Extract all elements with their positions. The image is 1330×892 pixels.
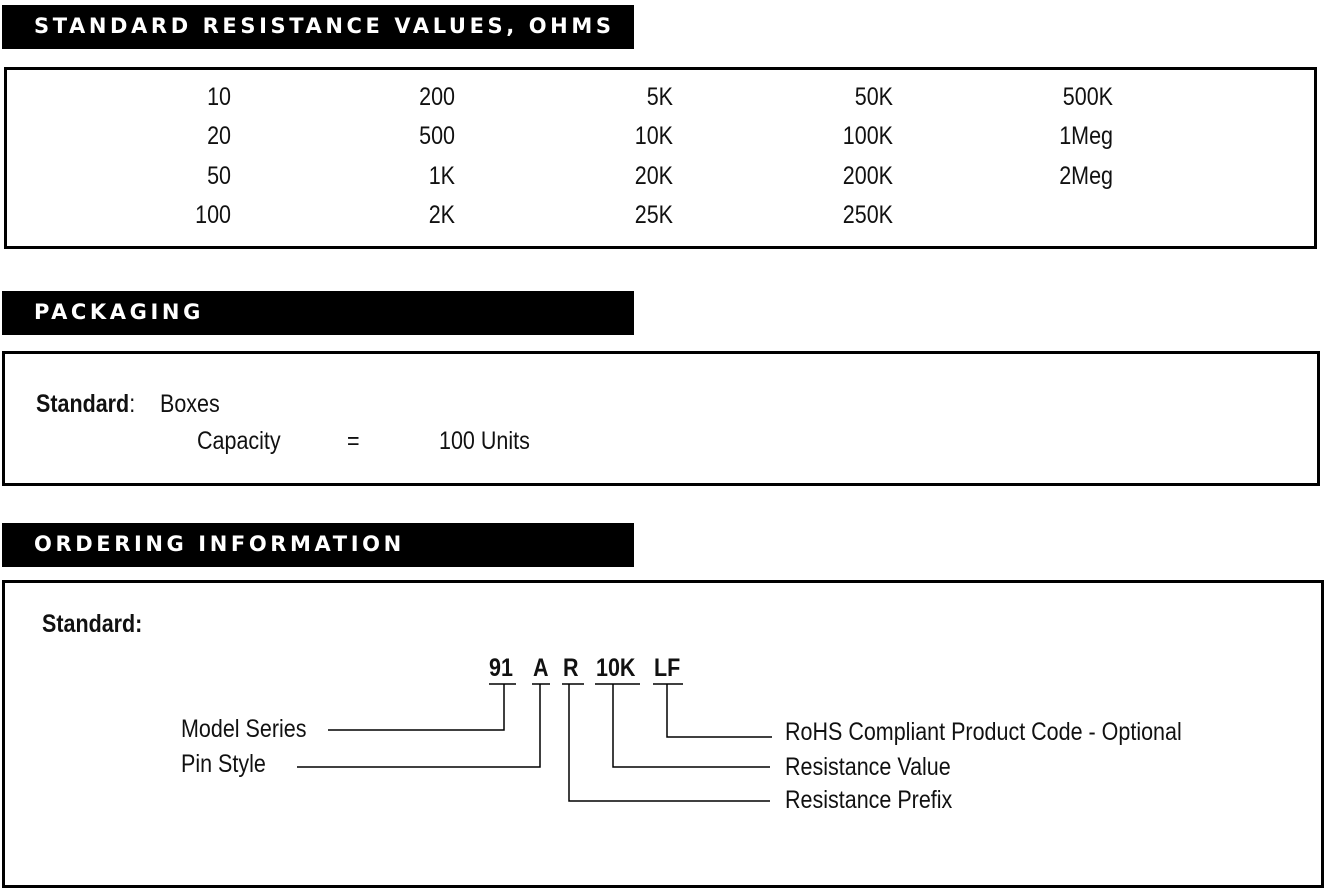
colon: :: [129, 390, 136, 418]
packaging-header: PACKAGING: [2, 291, 634, 335]
capacity-value: 100 Units: [439, 427, 530, 455]
resistance-value-cell: 500K: [1062, 83, 1113, 111]
label-model-series: Model Series: [181, 715, 307, 743]
resistance-value-cell: 20: [207, 122, 231, 150]
resistance-value-cell: 50K: [854, 83, 893, 111]
code-part-rohs: LF: [654, 654, 681, 682]
packaging-title: PACKAGING: [34, 300, 204, 324]
resistance-value-cell: 1Meg: [1059, 122, 1113, 150]
resistance-value-cell: 5K: [646, 83, 673, 111]
resistance-value-cell: 200: [419, 83, 455, 111]
resistance-value-cell: 2Meg: [1059, 162, 1113, 190]
resistance-value-cell: 10K: [634, 122, 673, 150]
resistance-value-cell: 100: [195, 201, 231, 229]
code-part-prefix: R: [563, 654, 579, 682]
resistance-values-table: [4, 67, 1317, 249]
resistance-value-cell: 500: [419, 122, 455, 150]
resistance-value-cell: 20K: [634, 162, 673, 190]
packaging-box: [2, 351, 1320, 486]
resistance-header: STANDARD RESISTANCE VALUES, OHMS: [2, 5, 634, 49]
packaging-standard-value: Boxes: [160, 390, 220, 418]
capacity-equals: =: [347, 427, 360, 455]
label-rohs: RoHS Compliant Product Code - Optional: [785, 718, 1182, 746]
label-resistance-prefix: Resistance Prefix: [785, 786, 953, 814]
resistance-value-cell: 50: [207, 162, 231, 190]
standard-label: Standard: [36, 390, 130, 418]
code-part-pin: A: [533, 654, 549, 682]
resistance-title: STANDARD RESISTANCE VALUES, OHMS: [34, 14, 615, 38]
resistance-value-cell: 25K: [634, 201, 673, 229]
resistance-value-cell: 2K: [428, 201, 455, 229]
resistance-value-cell: 200K: [842, 162, 893, 190]
ordering-box: [2, 580, 1324, 888]
resistance-value-cell: 1K: [428, 162, 455, 190]
code-part-model: 91: [489, 654, 513, 682]
label-pin-style: Pin Style: [181, 750, 266, 778]
resistance-value-cell: 10: [207, 83, 231, 111]
code-part-value: 10K: [596, 654, 636, 682]
resistance-value-cell: 250K: [842, 201, 893, 229]
capacity-label: Capacity: [197, 427, 281, 455]
resistance-value-cell: 100K: [842, 122, 893, 150]
packaging-standard: Standard:: [36, 392, 135, 417]
ordering-header: ORDERING INFORMATION: [2, 523, 634, 567]
label-resistance-value: Resistance Value: [785, 753, 951, 781]
ordering-standard-label: Standard:: [42, 610, 143, 638]
ordering-title: ORDERING INFORMATION: [34, 532, 405, 556]
